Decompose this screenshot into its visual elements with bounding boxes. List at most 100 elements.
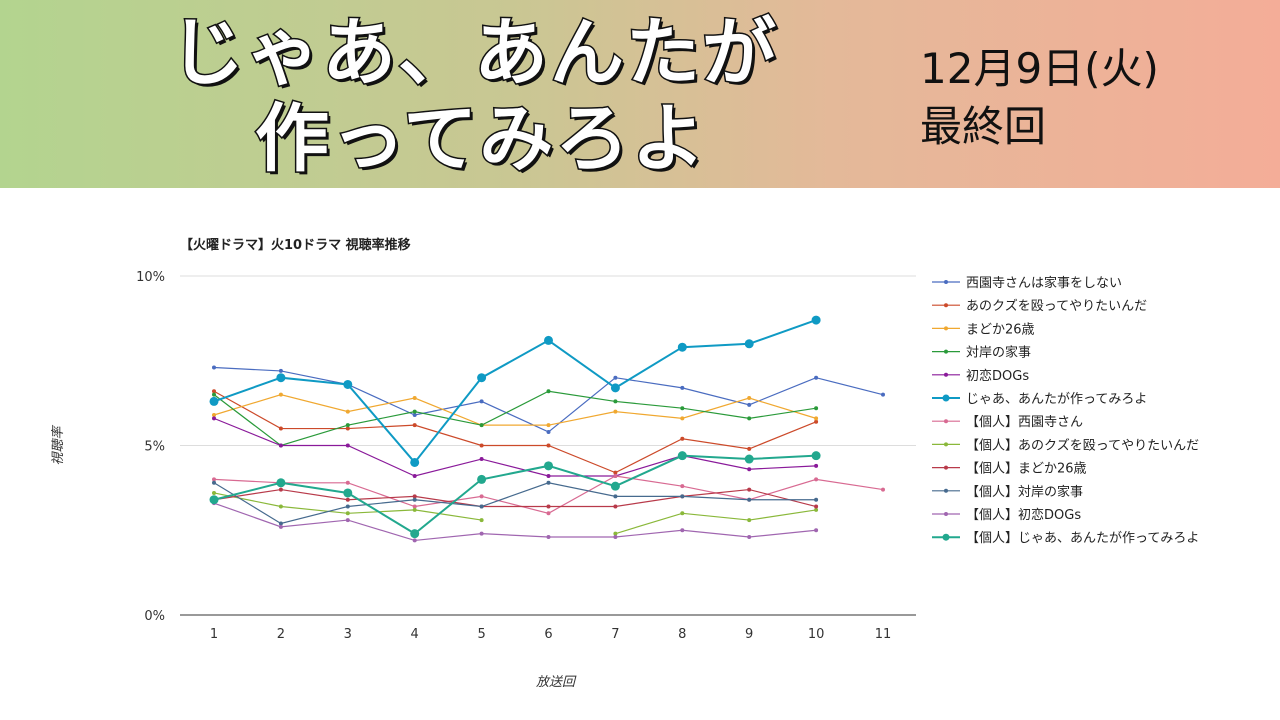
data-point — [546, 504, 551, 509]
data-point — [546, 535, 551, 540]
legend-entry: じゃあ、あんたが作ってみろよ — [966, 392, 1147, 407]
data-point — [814, 497, 819, 502]
data-point — [345, 409, 350, 414]
data-point — [677, 451, 687, 461]
data-point — [278, 524, 283, 529]
data-point — [814, 528, 819, 533]
data-point — [613, 470, 618, 475]
data-point — [747, 535, 752, 540]
legend-entry: 対岸の家事 — [966, 345, 1031, 361]
data-point — [680, 406, 685, 411]
legend-entry: 西園寺さんは家事をしない — [966, 275, 1122, 291]
x-tick-label: 6 — [544, 627, 552, 642]
data-point — [479, 504, 484, 509]
data-point — [412, 538, 417, 543]
data-point — [544, 335, 553, 345]
data-point — [345, 426, 350, 431]
x-tick-label: 4 — [411, 627, 419, 642]
data-point — [345, 497, 350, 502]
legend-marker — [944, 442, 948, 447]
data-point — [546, 511, 551, 516]
legend-entry: まどか26歳 — [966, 322, 1035, 337]
data-point — [477, 373, 487, 383]
data-point — [811, 451, 821, 461]
data-point — [613, 535, 618, 540]
data-point — [479, 399, 484, 404]
data-point — [343, 488, 353, 498]
data-point — [546, 429, 551, 434]
data-point — [747, 518, 752, 523]
data-point — [811, 315, 821, 325]
broadcast-info: 12月9日(火) 最終回 — [920, 40, 1159, 156]
data-point — [613, 375, 618, 380]
data-point — [410, 529, 420, 539]
series-line — [213, 390, 817, 447]
series-line — [615, 509, 817, 535]
data-point — [747, 416, 752, 421]
data-point — [747, 497, 752, 502]
data-point — [278, 487, 283, 492]
data-point — [881, 487, 885, 492]
data-point — [610, 383, 620, 393]
legend-entry: 【個人】西園寺さん — [966, 415, 1083, 430]
data-point — [412, 494, 417, 499]
legend-entry: 【個人】初恋DOGs — [966, 507, 1081, 523]
data-point — [278, 392, 283, 397]
data-point — [546, 443, 551, 448]
data-point — [212, 416, 216, 421]
data-point — [546, 480, 551, 485]
data-point — [278, 426, 283, 431]
data-point — [613, 504, 618, 509]
data-point — [412, 507, 417, 512]
x-tick-label: 8 — [678, 627, 686, 642]
data-point — [747, 487, 752, 492]
data-point — [744, 339, 754, 349]
data-point — [744, 454, 754, 464]
legend-marker — [942, 394, 950, 402]
data-point — [814, 504, 819, 509]
data-point — [546, 389, 551, 394]
data-point — [881, 392, 885, 397]
x-tick-label: 11 — [875, 627, 892, 642]
data-point — [680, 511, 685, 516]
y-tick-label: 0% — [144, 609, 165, 624]
series-line — [213, 417, 817, 477]
header-banner: じゃあ、あんたが 作ってみろよ 12月9日(火) 最終回 — [0, 0, 1280, 188]
data-point — [212, 392, 216, 397]
data-point — [209, 495, 219, 505]
data-point — [345, 443, 350, 448]
title-line-1: じゃあ、あんたが — [169, 9, 778, 98]
data-point — [276, 373, 286, 383]
data-point — [814, 463, 819, 468]
data-point — [479, 457, 484, 462]
data-point — [680, 494, 685, 499]
data-point — [814, 375, 819, 380]
data-point — [613, 531, 618, 536]
data-point — [212, 365, 216, 370]
legend-marker — [944, 280, 948, 284]
data-point — [479, 518, 484, 523]
data-point — [343, 379, 353, 389]
legend-marker — [944, 326, 948, 331]
final-episode-label: 最終回 — [920, 102, 1047, 151]
legend-marker — [944, 349, 948, 354]
data-point — [212, 477, 216, 482]
data-point — [814, 419, 819, 424]
data-point — [613, 399, 618, 404]
data-point — [479, 531, 484, 536]
data-point — [212, 412, 216, 417]
chart-title: 【火曜ドラマ】火10ドラマ 視聴率推移 — [180, 237, 411, 253]
series-line — [213, 394, 817, 426]
x-tick-label: 7 — [611, 627, 619, 642]
data-point — [412, 497, 417, 502]
data-point — [479, 423, 484, 428]
series-line — [213, 390, 817, 474]
y-tick-label: 5% — [144, 440, 165, 455]
legend-entry: 【個人】対岸の家事 — [966, 484, 1083, 500]
data-point — [412, 423, 417, 428]
data-point — [412, 412, 417, 417]
data-point — [546, 474, 551, 479]
legend-entry: 【個人】あのクズを殴ってやりたいんだ — [966, 437, 1199, 453]
data-point — [212, 480, 216, 485]
